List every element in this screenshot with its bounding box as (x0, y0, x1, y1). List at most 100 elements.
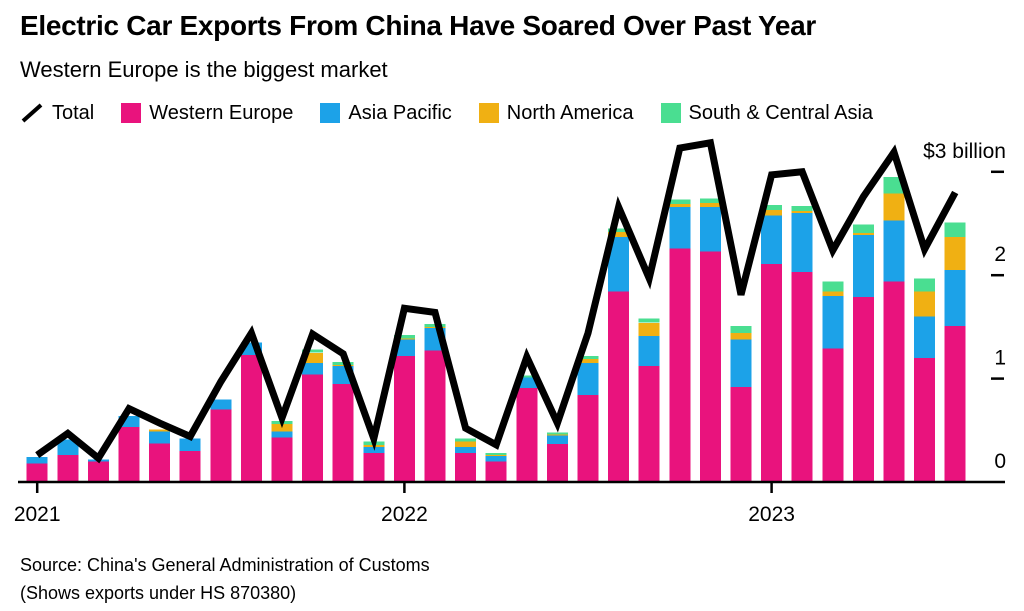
y-axis-label: 1 (994, 347, 1006, 370)
legend-swatch-south-central-asia-icon (660, 103, 681, 123)
bar-segment (638, 336, 660, 367)
bar-segment (424, 326, 446, 328)
bar-segment (822, 348, 844, 482)
bar-segment (761, 263, 783, 482)
bar-segment (424, 350, 446, 482)
bar-segment (730, 325, 752, 334)
bar-segment (638, 322, 660, 337)
bar-segment (608, 236, 630, 292)
total-line-icon (21, 103, 43, 123)
x-axis-label: 2021 (14, 503, 61, 526)
legend-item-north-america: North America (478, 101, 634, 125)
bar-segment (455, 438, 477, 442)
source-note: Source: China's General Administration o… (20, 551, 430, 607)
bar-segment (546, 432, 568, 435)
bar-segment (57, 439, 79, 456)
bar-segment (852, 224, 874, 233)
page-subtitle: Western Europe is the biggest market (20, 57, 388, 82)
bar-segment (914, 357, 936, 482)
bar-segment (57, 455, 79, 482)
bar-segment (761, 210, 783, 216)
bar-segment (455, 441, 477, 447)
legend-item-south-central-asia: South & Central Asia (660, 102, 873, 125)
bar-segment (699, 198, 721, 203)
bar-segment (944, 222, 966, 237)
bar-segment (210, 409, 232, 482)
legend-item-total: Total (20, 102, 94, 125)
bar-segment (516, 375, 538, 378)
legend-item-asia-pacific: Asia Pacific (320, 101, 452, 125)
bar-segment (761, 204, 783, 211)
bar-segment (822, 291, 844, 296)
bar-segment (455, 453, 477, 482)
bar-segment (393, 338, 415, 340)
bar-segment (26, 463, 48, 482)
legend-swatch-north-america-icon (478, 103, 499, 123)
bar-segment (546, 435, 568, 444)
y-axis-label: 2 (994, 243, 1006, 266)
bar-segment (791, 213, 813, 273)
x-axis-label: 2023 (748, 503, 795, 526)
bar-segment (332, 383, 354, 482)
bar-segment (883, 177, 905, 194)
bar-segment (485, 456, 507, 462)
bar-segment (577, 395, 599, 482)
bar-segment (546, 443, 568, 482)
bar-segment (852, 296, 874, 482)
bar-segment (638, 318, 660, 323)
bar-segment (363, 446, 385, 453)
bar-segment (608, 231, 630, 237)
legend-swatch-asia-pacific-icon (320, 103, 341, 123)
bar-segment (516, 377, 538, 388)
bar-segment (332, 365, 354, 367)
bar-segment (516, 387, 538, 482)
bar-segment (149, 431, 171, 444)
bar-segment (791, 272, 813, 482)
bar-segment (577, 359, 599, 364)
bar-segment (455, 446, 477, 453)
legend-label: Asia Pacific (348, 101, 452, 124)
legend-label: North America (506, 101, 634, 124)
y-axis-label: 0 (994, 450, 1006, 473)
bar-segment (608, 291, 630, 482)
bar-segment (485, 455, 507, 457)
bar-segment (944, 236, 966, 270)
bar-segment (271, 431, 293, 438)
bar-segment (914, 316, 936, 358)
legend-label: Total (52, 101, 95, 124)
bar-segment (638, 366, 660, 482)
bar-segment (822, 295, 844, 349)
bar-segment (87, 461, 109, 482)
legend-item-western-europe: Western Europe (121, 102, 293, 125)
bar-segment (363, 453, 385, 482)
bar-segment (179, 451, 201, 482)
bar-segment (699, 251, 721, 482)
bar-segment (669, 203, 691, 207)
y-axis-label: $3 billion (923, 140, 1006, 163)
bar-segment (944, 325, 966, 482)
bar-segment (852, 232, 874, 235)
total-line (35, 138, 959, 464)
bar-segment (669, 207, 691, 249)
bar-segment (944, 270, 966, 326)
bar-segment (699, 207, 721, 252)
bar-segment (302, 374, 324, 482)
bar-segment (791, 211, 813, 214)
bar-segment (761, 215, 783, 264)
legend-swatch-western-europe-icon (121, 103, 142, 123)
chart-legend: Total Western Europe Asia Pacific North … (20, 100, 873, 126)
bar-segment (883, 220, 905, 282)
bar-segment (852, 234, 874, 297)
bar-segment (914, 291, 936, 317)
bar-segment (669, 248, 691, 482)
bar-segment (730, 386, 752, 482)
bar-segment (302, 363, 324, 375)
legend-label: Western Europe (149, 101, 294, 124)
bar-segment (546, 434, 568, 436)
bar-segment (883, 193, 905, 221)
bar-segment (730, 339, 752, 387)
bar-segment (730, 333, 752, 340)
bar-segment (302, 349, 324, 353)
bar-segment (669, 199, 691, 204)
